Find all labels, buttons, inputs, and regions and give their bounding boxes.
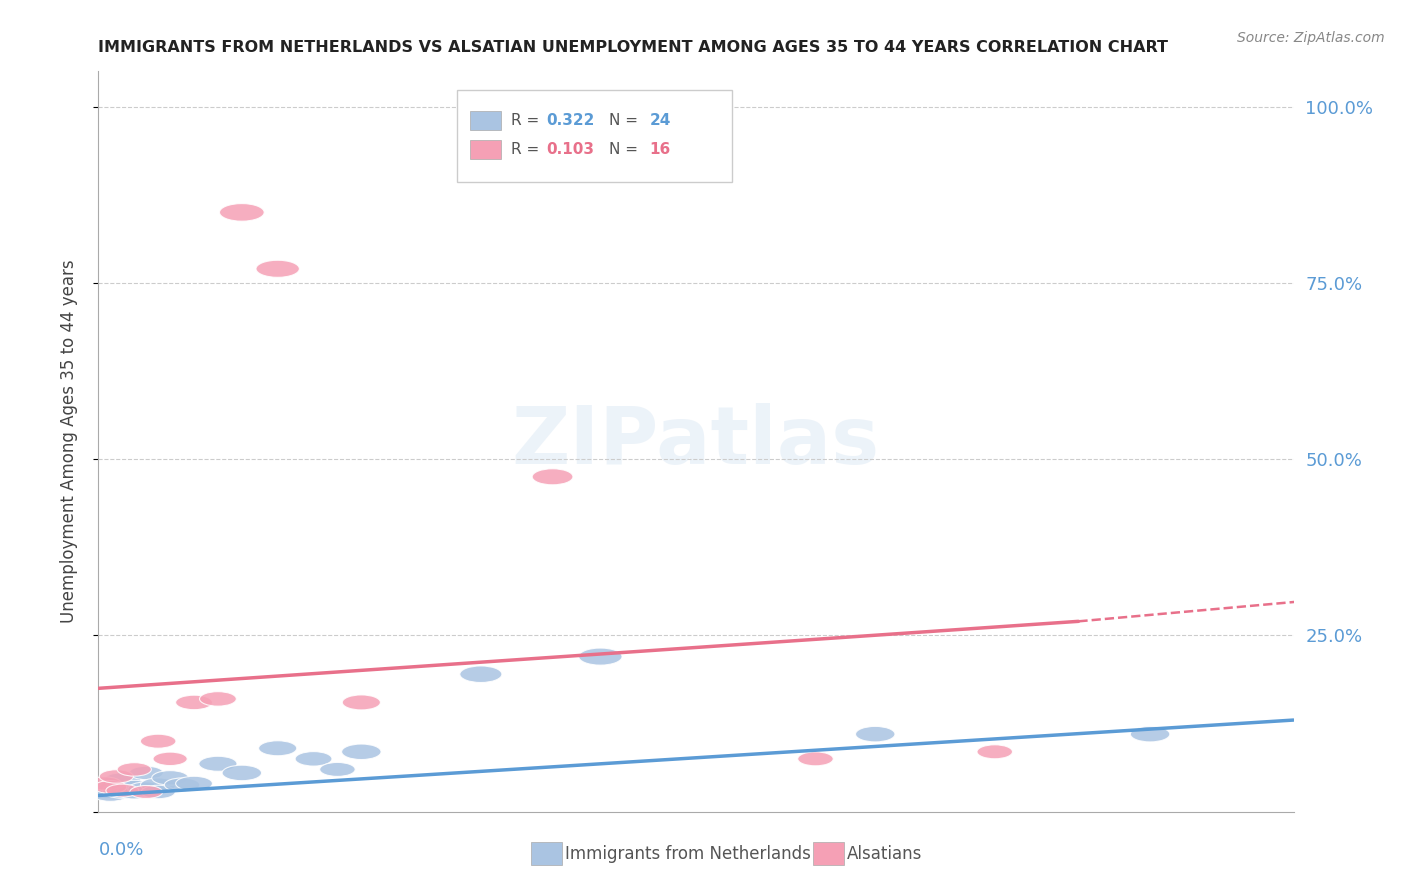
Text: R =: R =	[510, 112, 544, 128]
Text: N =: N =	[609, 143, 643, 157]
Ellipse shape	[141, 734, 176, 748]
Ellipse shape	[94, 780, 127, 794]
FancyBboxPatch shape	[470, 140, 501, 160]
Ellipse shape	[152, 771, 188, 785]
Ellipse shape	[165, 778, 200, 792]
Ellipse shape	[100, 780, 134, 794]
Ellipse shape	[259, 740, 297, 756]
Ellipse shape	[855, 726, 896, 742]
Text: 16: 16	[650, 143, 671, 157]
Ellipse shape	[87, 777, 121, 790]
Ellipse shape	[104, 772, 141, 788]
Ellipse shape	[222, 765, 262, 780]
Ellipse shape	[219, 203, 264, 221]
Text: N =: N =	[609, 112, 643, 128]
Ellipse shape	[342, 744, 381, 760]
Ellipse shape	[129, 766, 163, 780]
Text: IMMIGRANTS FROM NETHERLANDS VS ALSATIAN UNEMPLOYMENT AMONG AGES 35 TO 44 YEARS C: IMMIGRANTS FROM NETHERLANDS VS ALSATIAN …	[98, 40, 1168, 55]
Ellipse shape	[100, 770, 134, 783]
Ellipse shape	[977, 745, 1012, 759]
FancyBboxPatch shape	[457, 90, 733, 183]
Ellipse shape	[153, 752, 187, 765]
Ellipse shape	[198, 756, 238, 772]
Ellipse shape	[533, 469, 572, 485]
Ellipse shape	[460, 666, 502, 682]
Ellipse shape	[319, 763, 356, 776]
Ellipse shape	[117, 780, 152, 794]
Ellipse shape	[128, 782, 165, 797]
FancyBboxPatch shape	[470, 111, 501, 130]
Ellipse shape	[342, 695, 381, 710]
Ellipse shape	[200, 691, 236, 706]
Ellipse shape	[103, 783, 142, 798]
Text: ZIPatlas: ZIPatlas	[512, 402, 880, 481]
Ellipse shape	[84, 783, 124, 798]
Text: Alsatians: Alsatians	[846, 845, 922, 863]
Ellipse shape	[141, 785, 176, 798]
Text: 0.322: 0.322	[547, 112, 595, 128]
Ellipse shape	[117, 785, 152, 799]
Ellipse shape	[176, 695, 212, 710]
Ellipse shape	[105, 784, 139, 797]
Ellipse shape	[797, 752, 834, 766]
Text: 0.103: 0.103	[547, 143, 595, 157]
Text: 24: 24	[650, 112, 671, 128]
Text: 0.0%: 0.0%	[98, 841, 143, 859]
Text: R =: R =	[510, 143, 544, 157]
Ellipse shape	[256, 260, 299, 277]
Ellipse shape	[129, 786, 163, 798]
Text: Immigrants from Netherlands: Immigrants from Netherlands	[565, 845, 811, 863]
Ellipse shape	[579, 648, 621, 665]
Text: Source: ZipAtlas.com: Source: ZipAtlas.com	[1237, 31, 1385, 45]
Ellipse shape	[141, 778, 176, 792]
Ellipse shape	[91, 787, 129, 801]
Ellipse shape	[1130, 726, 1170, 742]
Ellipse shape	[295, 752, 332, 766]
Ellipse shape	[117, 763, 152, 776]
Ellipse shape	[176, 776, 212, 790]
Y-axis label: Unemployment Among Ages 35 to 44 years: Unemployment Among Ages 35 to 44 years	[59, 260, 77, 624]
